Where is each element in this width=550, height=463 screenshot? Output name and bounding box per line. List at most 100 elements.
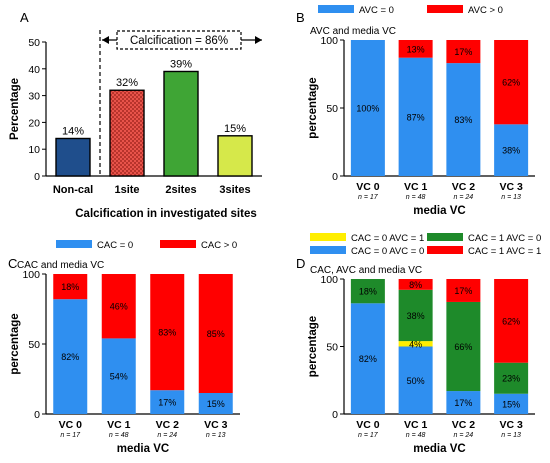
- y-tick-label: 20: [28, 117, 40, 129]
- x-tick-label: 1site: [114, 184, 139, 196]
- stacked-bar-segment: [350, 40, 385, 176]
- n-label: n = 13: [501, 194, 521, 201]
- stacked-bar-segment: [398, 40, 433, 58]
- segment-data-label: 15%: [502, 399, 520, 409]
- n-label: n = 24: [454, 432, 474, 439]
- y-tick-label: 50: [326, 342, 338, 354]
- x-tick-label: VC 2: [452, 181, 476, 193]
- annotation-text: Calcification = 86%: [130, 35, 228, 47]
- segment-data-label: 17%: [454, 286, 472, 296]
- stacked-bar-segment: [494, 279, 529, 363]
- legend-label: AVC > 0: [468, 5, 503, 16]
- legend-swatch: [310, 233, 346, 241]
- segment-data-label: 82%: [61, 352, 79, 362]
- stacked-bar-segment: [53, 274, 88, 300]
- n-label: n = 48: [109, 432, 129, 439]
- legend-label: CAC = 0: [97, 240, 133, 251]
- segment-data-label: 62%: [502, 316, 520, 326]
- y-tick-label: 0: [34, 171, 40, 183]
- stacked-bar-segment: [398, 289, 433, 342]
- stacked-bar-segment: [446, 63, 481, 177]
- stacked-bar-segment: [101, 338, 136, 414]
- bar: [217, 135, 253, 177]
- stacked-bar-segment: [494, 124, 529, 176]
- legend-swatch: [427, 233, 463, 241]
- n-label: n = 13: [206, 432, 226, 439]
- stacked-bar-segment: [101, 274, 136, 339]
- legend-label: CAC = 1 AVC = 0: [468, 233, 541, 244]
- x-tick-label: VC 1: [404, 419, 428, 431]
- panel-letter-b: B: [296, 10, 305, 25]
- stacked-bar-segment: [398, 279, 433, 290]
- x-tick-label: VC 0: [59, 419, 83, 431]
- stacked-bar-segment: [198, 393, 233, 414]
- panel-subtitle: CAC and media VC: [17, 260, 104, 271]
- segment-data-label: 83%: [454, 115, 472, 125]
- stacked-bar-segment: [398, 341, 433, 347]
- y-tick-label: 10: [28, 144, 40, 156]
- segment-data-label: 87%: [407, 112, 425, 122]
- x-tick-label: VC 3: [499, 419, 523, 431]
- x-tick-label: VC 0: [356, 419, 380, 431]
- legend-label: CAC = 0 AVC = 0: [351, 246, 424, 257]
- y-tick-label: 0: [332, 171, 338, 183]
- legend-swatch: [427, 5, 463, 13]
- segment-data-label: 66%: [454, 342, 472, 352]
- bar: [109, 89, 145, 177]
- n-label: n = 17: [358, 194, 379, 201]
- legend-swatch: [160, 240, 196, 248]
- y-tick-label: 50: [326, 103, 338, 115]
- y-axis-title: percentage: [307, 316, 319, 377]
- plots-layer: 0 10 20 30 40 50 Percentage 14% Non-cal 32% 1site 3…: [9, 5, 541, 455]
- y-axis-title: Percentage: [9, 78, 21, 140]
- panel-letter-c: C: [8, 256, 17, 271]
- segment-data-label: 100%: [356, 104, 379, 114]
- x-tick-label: VC 1: [404, 181, 428, 193]
- n-label: n = 17: [358, 432, 379, 439]
- stacked-bar-segment: [494, 362, 529, 394]
- stacked-bar-segment: [350, 303, 385, 414]
- stacked-bar-segment: [150, 274, 185, 391]
- y-tick-label: 30: [28, 91, 40, 103]
- y-axis-title: percentage: [307, 77, 319, 138]
- segment-data-label: 17%: [158, 398, 176, 408]
- stacked-bar-segment: [398, 57, 433, 176]
- n-label: n = 24: [157, 432, 177, 439]
- segment-data-label: 17%: [454, 398, 472, 408]
- panel-letter-d: D: [296, 256, 305, 271]
- stacked-bar-segment: [53, 299, 88, 414]
- n-label: n = 24: [454, 194, 474, 201]
- x-tick-label: 3sites: [219, 184, 250, 196]
- x-tick-label: VC 3: [499, 181, 523, 193]
- x-tick-label: VC 3: [204, 419, 228, 431]
- stacked-bar-segment: [150, 390, 185, 414]
- panel-letter-a: A: [20, 10, 29, 25]
- segment-data-label: 18%: [61, 282, 79, 292]
- bar-data-label: 39%: [170, 58, 192, 70]
- segment-data-label: 85%: [207, 329, 225, 339]
- x-tick-label: VC 1: [107, 419, 131, 431]
- arrow-head-left: [102, 36, 109, 44]
- x-axis-title: media VC: [117, 443, 169, 455]
- stacked-bar-segment: [446, 40, 481, 64]
- x-tick-label: 2sites: [165, 184, 196, 196]
- legend-swatch: [310, 246, 346, 254]
- legend-swatch: [56, 240, 92, 248]
- bar-data-label: 14%: [62, 125, 84, 137]
- stacked-bar-segment: [446, 391, 481, 414]
- segment-data-label: 15%: [207, 399, 225, 409]
- segment-data-label: 17%: [454, 47, 472, 57]
- stacked-bar-segment: [350, 279, 385, 304]
- y-tick-label: 0: [332, 409, 338, 421]
- n-label: n = 48: [406, 432, 426, 439]
- panel-subtitle: AVC and media VC: [310, 26, 396, 37]
- bar-data-label: 15%: [224, 123, 246, 135]
- segment-data-label: 46%: [110, 302, 128, 312]
- stacked-bar-segment: [494, 393, 529, 414]
- n-label: n = 48: [406, 194, 426, 201]
- legend-swatch: [318, 5, 354, 13]
- y-tick-label: 0: [34, 409, 40, 421]
- y-tick-label: 100: [320, 35, 338, 47]
- bar-data-label: 32%: [116, 77, 138, 89]
- stacked-bar-segment: [446, 301, 481, 392]
